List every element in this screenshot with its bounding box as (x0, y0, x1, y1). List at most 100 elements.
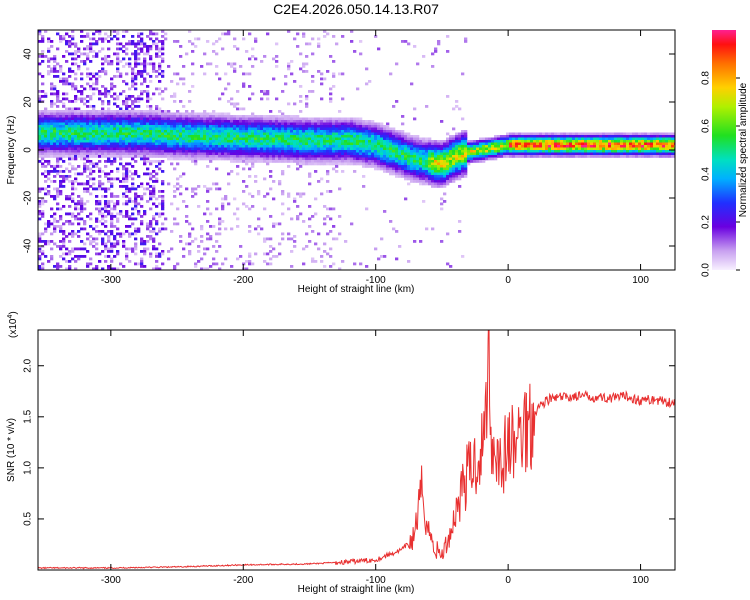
heatmap-cell (416, 170, 420, 173)
heatmap-cell (152, 125, 156, 128)
heatmap-cell (326, 142, 330, 146)
heatmap-cell (41, 37, 45, 41)
heatmap-cell (311, 37, 315, 41)
heatmap-cell (467, 142, 471, 146)
heatmap-cell (236, 165, 240, 168)
heatmap-cell (437, 167, 441, 171)
heatmap-cell (401, 155, 405, 158)
heatmap-cell (59, 40, 63, 43)
heatmap-cell (53, 57, 57, 61)
heatmap-cell (65, 97, 69, 101)
heatmap-cell (308, 142, 312, 146)
heatmap-cell (218, 132, 222, 136)
heatmap-cell (521, 132, 525, 136)
heatmap-cell (86, 150, 90, 153)
heatmap-cell (362, 135, 366, 138)
heatmap-cell (203, 155, 207, 158)
heatmap-cell (92, 142, 96, 146)
heatmap-cell (377, 152, 381, 156)
heatmap-cell (416, 157, 420, 161)
heatmap-cell (86, 117, 90, 121)
heatmap-cell (425, 157, 429, 161)
heatmap-cell (200, 267, 204, 270)
heatmap-cell (143, 212, 147, 216)
heatmap-cell (68, 267, 72, 270)
heatmap-cell (473, 160, 477, 163)
heatmap-cell (506, 150, 510, 153)
heatmap-cell (62, 110, 66, 113)
heatmap-cell (446, 175, 450, 178)
heatmap-cell (47, 140, 51, 143)
heatmap-cell (119, 180, 123, 183)
heatmap-cell (263, 92, 267, 96)
heatmap-cell (197, 147, 201, 151)
heatmap-cell (431, 170, 435, 173)
heatmap-cell (116, 117, 120, 121)
heatmap-cell (83, 140, 87, 143)
heatmap-cell (311, 75, 315, 78)
heatmap-cell (59, 145, 63, 148)
heatmap-cell (311, 230, 315, 233)
heatmap-cell (359, 162, 363, 166)
heatmap-cell (206, 187, 210, 191)
heatmap-cell (170, 145, 174, 148)
heatmap-cell (302, 247, 306, 251)
heatmap-cell (305, 62, 309, 66)
heatmap-cell (272, 152, 276, 156)
heatmap-cell (149, 237, 153, 241)
heatmap-cell (104, 242, 108, 246)
heatmap-cell (605, 137, 609, 141)
heatmap-cell (170, 150, 174, 153)
heatmap-cell (608, 140, 612, 143)
heatmap-cell (299, 130, 303, 133)
heatmap-cell (332, 147, 336, 151)
heatmap-cell (452, 160, 456, 163)
heatmap-cell (197, 125, 201, 128)
heatmap-cell (341, 147, 345, 151)
heatmap-cell (593, 152, 597, 156)
heatmap-cell (179, 175, 183, 178)
heatmap-cell (80, 182, 84, 186)
heatmap-cell (248, 130, 252, 133)
heatmap-cell (185, 187, 189, 191)
heatmap-cell (560, 152, 564, 156)
heatmap-cell (197, 37, 201, 41)
heatmap-cell (65, 177, 69, 181)
heatmap-cell (116, 177, 120, 181)
heatmap-cell (119, 212, 123, 216)
heatmap-cell (344, 140, 348, 143)
heatmap-cell (131, 200, 135, 203)
heatmap-cell (182, 142, 186, 146)
heatmap-cell (368, 132, 372, 136)
heatmap-cell (74, 215, 78, 218)
heatmap-cell (92, 127, 96, 131)
heatmap-cell (341, 145, 345, 148)
heatmap-cell (260, 122, 264, 126)
heatmap-cell (134, 97, 138, 101)
heatmap-cell (320, 125, 324, 128)
heatmap-cell (314, 135, 318, 138)
heatmap-cell (98, 170, 102, 173)
heatmap-cell (143, 137, 147, 141)
heatmap-cell (317, 157, 321, 161)
heatmap-cell (332, 160, 336, 163)
heatmap-cell (449, 160, 453, 163)
heatmap-cell (548, 137, 552, 141)
heatmap-cell (413, 145, 417, 148)
heatmap-cell (152, 185, 156, 188)
heatmap-cell (563, 140, 567, 143)
heatmap-cell (191, 135, 195, 138)
heatmap-cell (266, 117, 270, 121)
heatmap-cell (383, 137, 387, 141)
heatmap-cell (212, 122, 216, 126)
heatmap-cell (488, 157, 492, 161)
heatmap-cell (410, 145, 414, 148)
heatmap-cell (584, 147, 588, 151)
heatmap-cell (59, 240, 63, 243)
heatmap-cell (140, 222, 144, 226)
heatmap-cell (149, 105, 153, 108)
heatmap-cell (212, 137, 216, 141)
heatmap-cell (260, 130, 264, 133)
heatmap-cell (56, 225, 60, 228)
heatmap-cell (71, 125, 75, 128)
